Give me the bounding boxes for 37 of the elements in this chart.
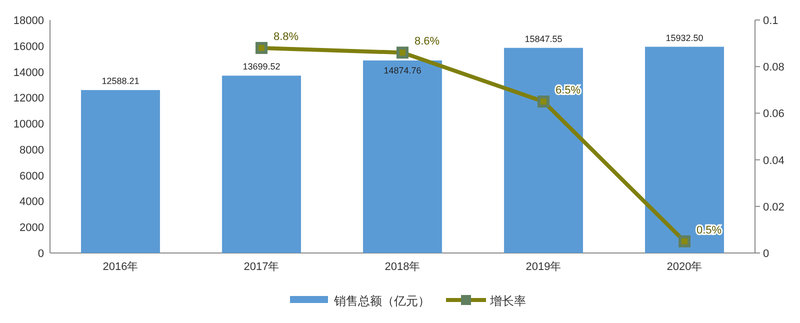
bar bbox=[504, 48, 583, 253]
data-label: 15932.50 bbox=[666, 32, 704, 43]
legend-label: 销售总额（亿元） bbox=[333, 294, 430, 308]
data-label: 12588.21 bbox=[102, 76, 140, 86]
x-tick-label: 2017年 bbox=[244, 261, 280, 273]
y2-tick-label: 0.02 bbox=[763, 201, 784, 214]
bar bbox=[645, 46, 724, 253]
data-label: 15847.55 bbox=[524, 34, 562, 44]
legend-label: 增长率 bbox=[489, 294, 526, 308]
y-tick-label: 4000 bbox=[20, 196, 44, 208]
y2-tick-label: 0.04 bbox=[763, 154, 784, 167]
bar bbox=[222, 76, 301, 253]
data-label: 6.5% bbox=[556, 84, 581, 97]
x-tick-label: 2018年 bbox=[384, 261, 420, 273]
y-tick-label: 10000 bbox=[13, 118, 44, 131]
y-tick-label: 6000 bbox=[20, 170, 44, 182]
y-tick-label: 16000 bbox=[13, 40, 44, 53]
y2-tick-label: 0.1 bbox=[763, 15, 778, 27]
y2-tick-label: 0.08 bbox=[763, 62, 784, 74]
data-label: 14874.76 bbox=[384, 65, 422, 76]
data-label: 13699.52 bbox=[242, 62, 280, 72]
data-label: 8.8% bbox=[274, 30, 299, 43]
y-tick-label: 14000 bbox=[13, 66, 44, 79]
x-tick-label: 2016年 bbox=[102, 261, 138, 273]
x-tick-label: 2019年 bbox=[526, 261, 562, 273]
y-tick-label: 12000 bbox=[13, 92, 44, 105]
y2-tick-label: 0 bbox=[763, 248, 770, 260]
y-tick-label: 0 bbox=[38, 248, 44, 260]
data-label: 8.6% bbox=[414, 36, 440, 48]
data-label: 0.5% bbox=[696, 224, 722, 236]
y-tick-label: 18000 bbox=[13, 15, 44, 27]
y-tick-label: 8000 bbox=[20, 144, 44, 156]
y-tick-label: 2000 bbox=[20, 222, 44, 234]
bar bbox=[363, 60, 442, 253]
y2-tick-label: 0.06 bbox=[763, 108, 784, 120]
bar bbox=[81, 90, 160, 253]
x-tick-label: 2020年 bbox=[666, 261, 702, 273]
